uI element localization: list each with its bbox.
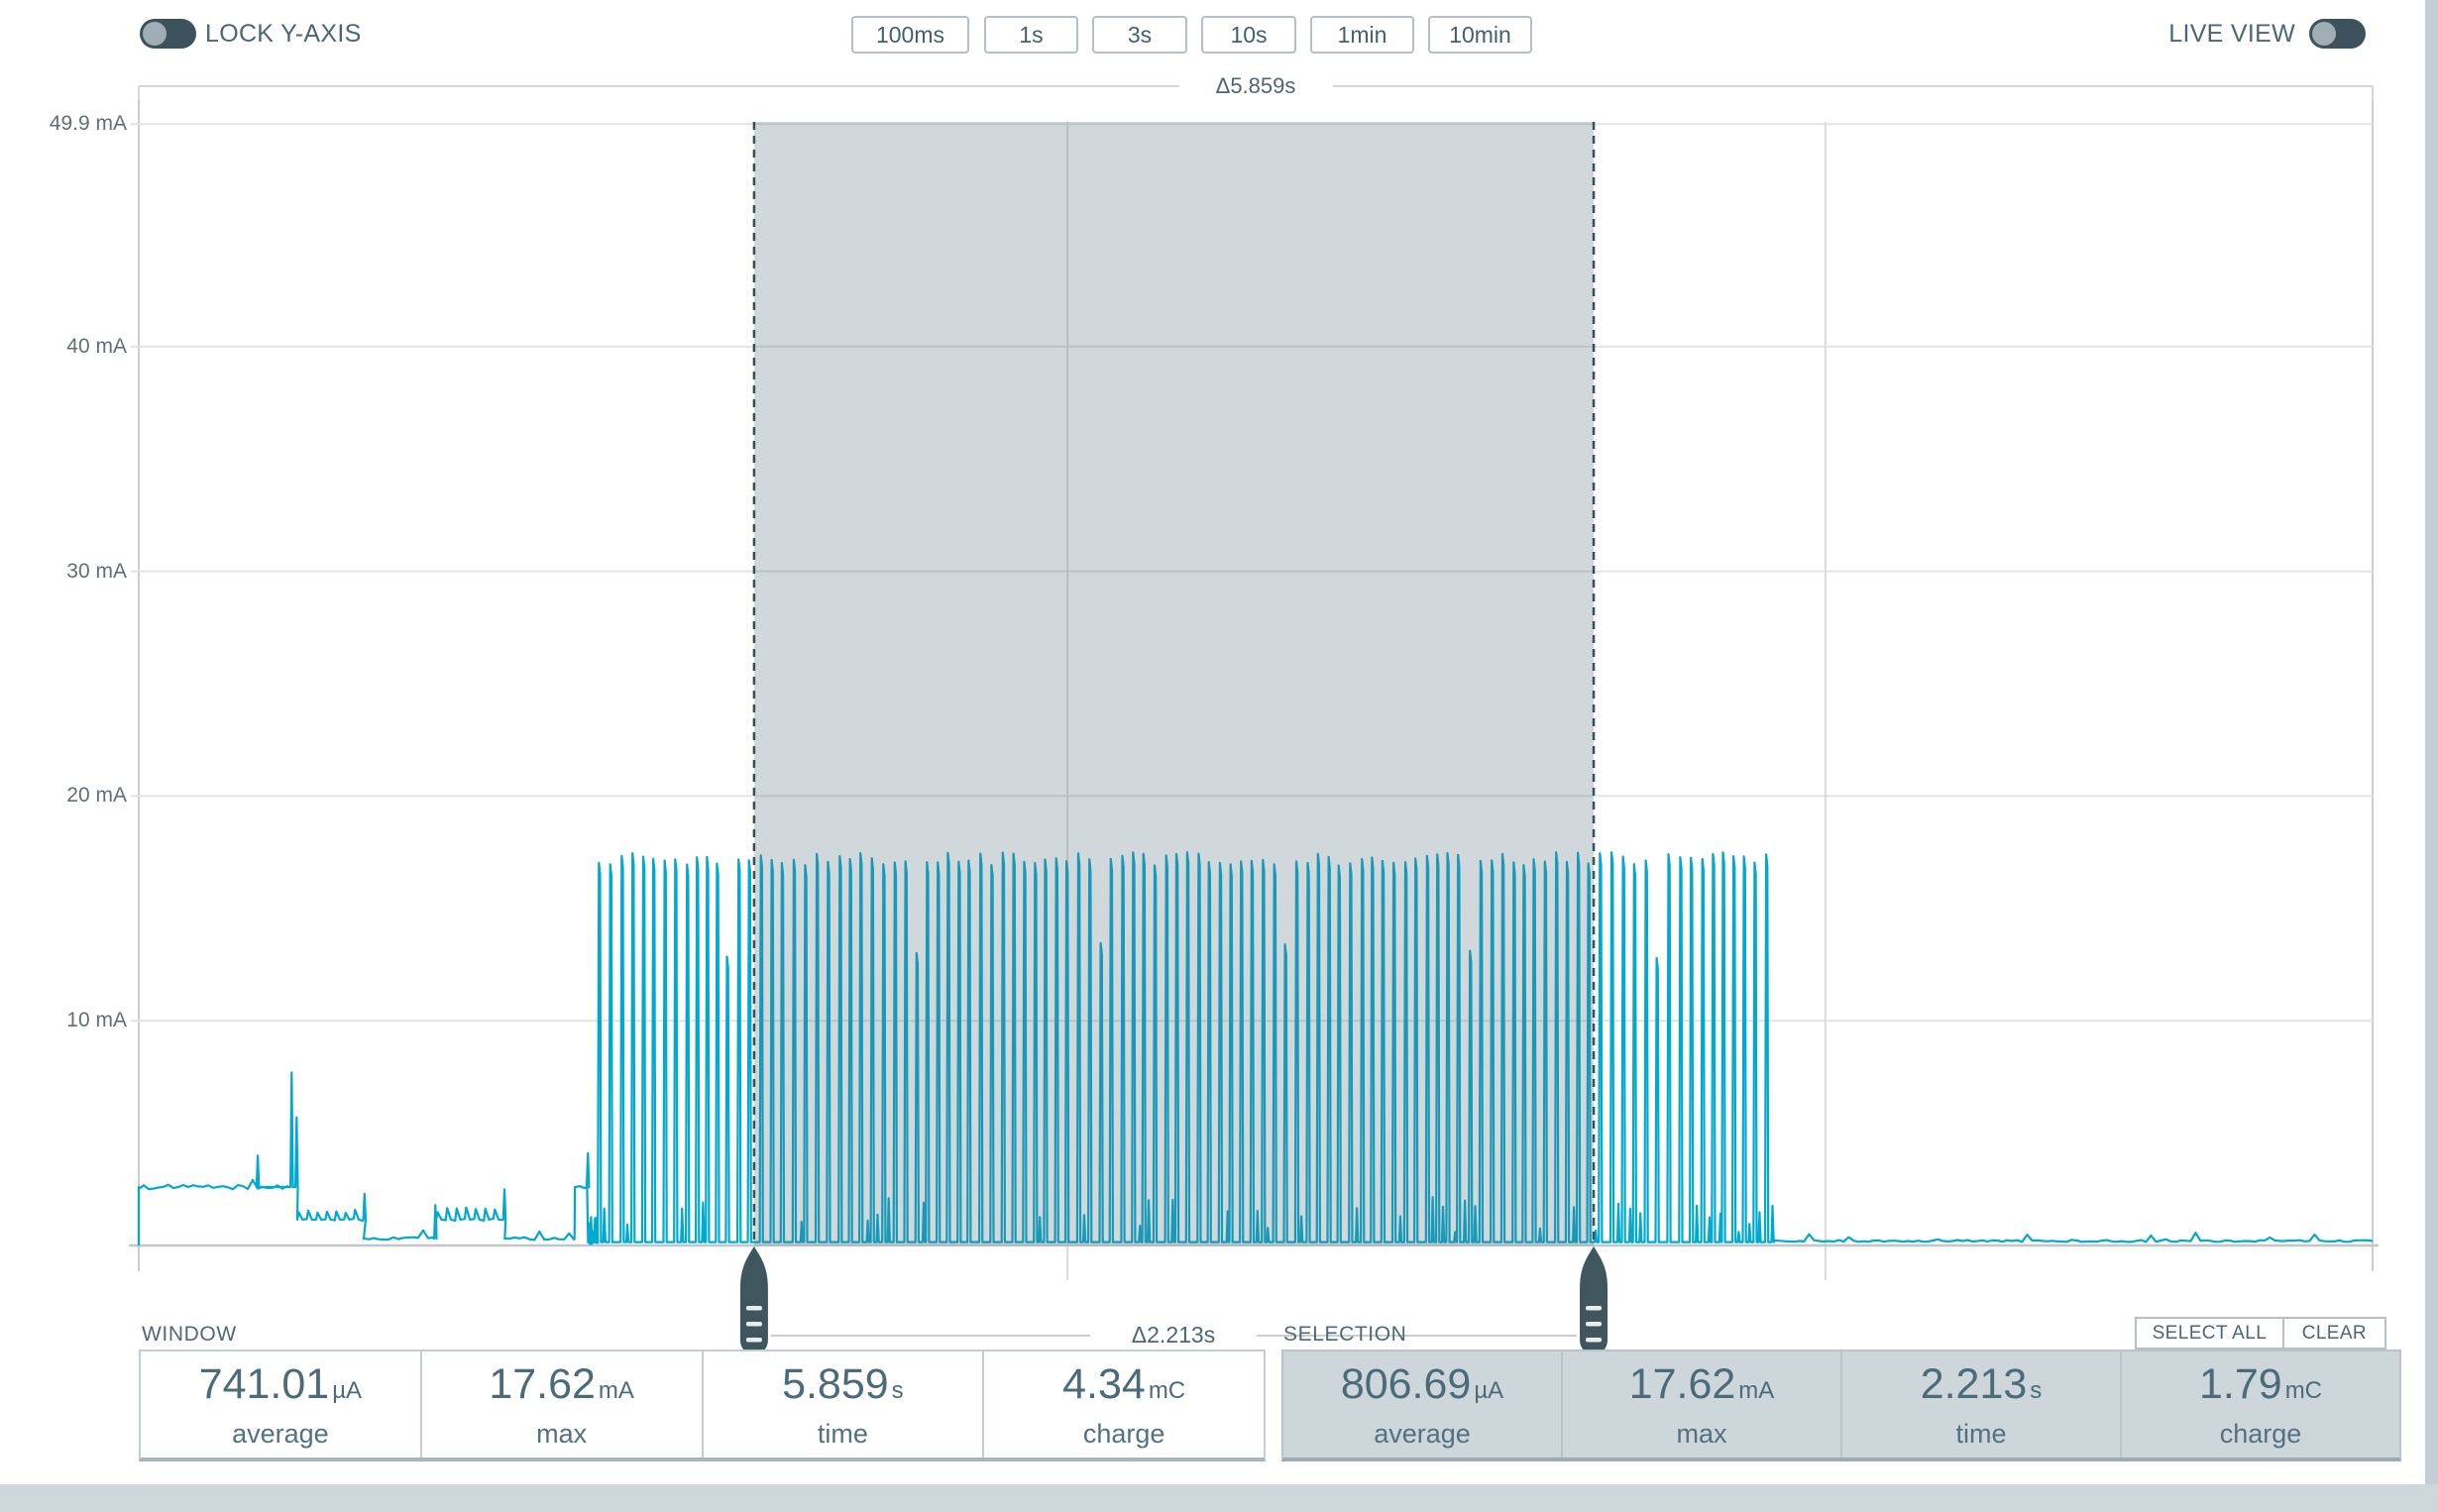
selection-charge-unit: mC bbox=[2284, 1376, 2323, 1404]
selection-max-cell: 17.62 mA max bbox=[1561, 1351, 1840, 1458]
window-time-value: 5.859 bbox=[782, 1359, 889, 1408]
window-max-cell: 17.62 mA max bbox=[419, 1351, 702, 1458]
selection-max-label: max bbox=[1676, 1418, 1727, 1449]
window-average-value: 741.01 bbox=[198, 1359, 330, 1408]
selection-average-value: 806.69 bbox=[1340, 1359, 1472, 1408]
window-average-unit: µA bbox=[332, 1376, 363, 1404]
y-tick-label: 30 mA bbox=[66, 559, 127, 583]
handle-grip-line bbox=[1586, 1322, 1603, 1327]
vertical-scrollbar[interactable] bbox=[2425, 0, 2438, 1512]
current-chart[interactable] bbox=[0, 0, 2438, 1407]
selection-max-value: 17.62 bbox=[1628, 1359, 1736, 1408]
window-charge-label: charge bbox=[1082, 1418, 1165, 1449]
y-tick-label: 40 mA bbox=[66, 334, 127, 358]
window-delta-label: Δ5.859s bbox=[1215, 73, 1296, 98]
window-average-cell: 741.01 µA average bbox=[141, 1351, 420, 1458]
button-divider bbox=[2281, 1319, 2284, 1348]
window-section-label: WINDOW bbox=[142, 1323, 237, 1346]
window-time-cell: 5.859 s time bbox=[701, 1351, 983, 1458]
selection-time-value: 2.213 bbox=[1920, 1359, 2028, 1408]
zoom-10min-button[interactable]: 10min bbox=[1428, 16, 1532, 54]
zoom-1s-button[interactable]: 1s bbox=[984, 16, 1078, 54]
window-stats-block: 741.01 µA average 17.62 mA max 5.859 s time… bbox=[139, 1350, 1266, 1461]
y-tick-label: 20 mA bbox=[66, 784, 127, 808]
selection-handle-left[interactable] bbox=[739, 1246, 768, 1354]
window-max-label: max bbox=[536, 1418, 588, 1449]
handle-grip-line bbox=[745, 1322, 762, 1327]
window-time-unit: s bbox=[891, 1376, 904, 1404]
window-charge-unit: mC bbox=[1148, 1376, 1186, 1404]
handle-grip-line bbox=[745, 1306, 762, 1311]
selection-region[interactable] bbox=[753, 122, 1595, 1245]
window-average-label: average bbox=[232, 1418, 329, 1449]
zoom-10s-button[interactable]: 10s bbox=[1201, 16, 1296, 54]
selection-charge-value: 1.79 bbox=[2198, 1359, 2282, 1408]
selection-delta-label: Δ2.213s bbox=[1131, 1322, 1216, 1348]
selection-average-label: average bbox=[1374, 1418, 1471, 1449]
lock-y-axis-toggle-knob bbox=[143, 22, 166, 46]
selection-average-cell: 806.69 µA average bbox=[1283, 1351, 1561, 1458]
horizontal-scrollbar[interactable] bbox=[0, 1484, 2438, 1512]
selection-handle-right[interactable] bbox=[1580, 1246, 1608, 1354]
zoom-3s-button[interactable]: 3s bbox=[1092, 16, 1187, 54]
selection-time-cell: 2.213 s time bbox=[1840, 1351, 2120, 1458]
lock-y-axis-toggle[interactable] bbox=[140, 19, 196, 49]
window-charge-cell: 4.34 mC charge bbox=[982, 1351, 1264, 1458]
zoom-1min-button[interactable]: 1min bbox=[1310, 16, 1414, 54]
y-tick-label: 49.9 mA bbox=[49, 112, 127, 136]
live-view-label: LIVE VIEW bbox=[2168, 20, 2295, 48]
lock-y-axis-label: LOCK Y-AXIS bbox=[205, 20, 362, 48]
handle-grip-line bbox=[745, 1338, 762, 1343]
current-waveform bbox=[137, 851, 2374, 1245]
selection-stats-block: 806.69 µA average 17.62 mA max 2.213 s time… bbox=[1281, 1350, 2401, 1461]
selection-section-label: SELECTION bbox=[1283, 1323, 1407, 1346]
window-max-value: 17.62 bbox=[489, 1359, 596, 1408]
live-view-toggle[interactable] bbox=[2309, 19, 2366, 49]
zoom-100ms-button[interactable]: 100ms bbox=[851, 16, 969, 54]
handle-grip-line bbox=[1586, 1338, 1603, 1343]
y-tick-label: 10 mA bbox=[66, 1009, 127, 1032]
live-view-toggle-knob bbox=[2312, 22, 2336, 46]
selection-actions: SELECT ALL CLEAR bbox=[2135, 1317, 2386, 1350]
clear-button[interactable]: CLEAR bbox=[2283, 1319, 2384, 1348]
selection-average-unit: µA bbox=[1474, 1376, 1504, 1404]
window-max-unit: mA bbox=[598, 1376, 634, 1404]
selection-time-label: time bbox=[1955, 1418, 2007, 1449]
handle-grip-line bbox=[1586, 1306, 1603, 1311]
select-all-button[interactable]: SELECT ALL bbox=[2137, 1319, 2282, 1348]
selection-charge-cell: 1.79 mC charge bbox=[2120, 1351, 2399, 1458]
selection-time-unit: s bbox=[2030, 1376, 2043, 1404]
window-charge-value: 4.34 bbox=[1062, 1359, 1146, 1408]
window-time-label: time bbox=[817, 1418, 868, 1449]
selection-charge-label: charge bbox=[2219, 1418, 2302, 1449]
selection-max-unit: mA bbox=[1738, 1376, 1775, 1404]
